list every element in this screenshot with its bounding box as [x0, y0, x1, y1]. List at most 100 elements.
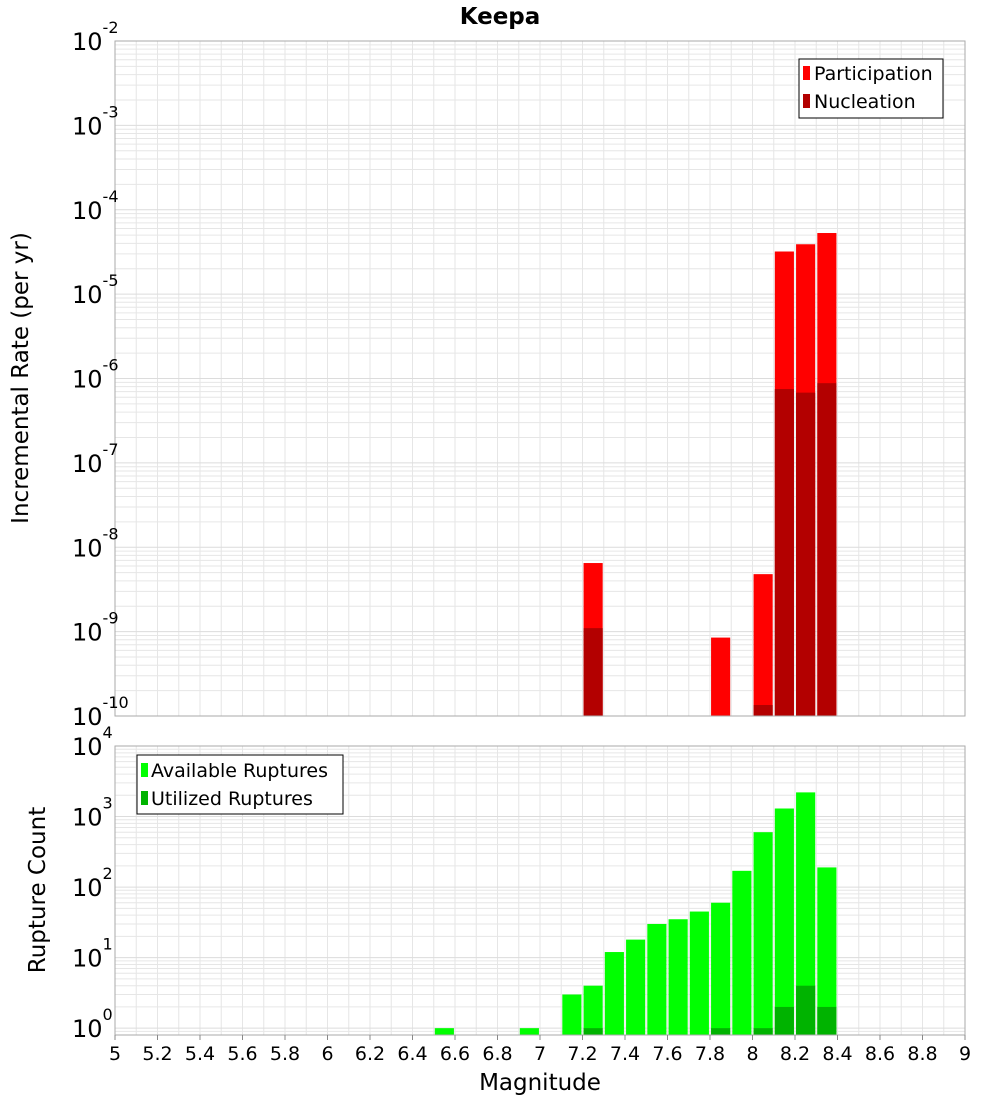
bar-available — [753, 832, 773, 1035]
bar-nucleation — [753, 705, 773, 716]
bar-available — [689, 911, 709, 1035]
y-tick-label: 102 — [72, 864, 113, 902]
bar-available — [562, 994, 582, 1035]
y-tick-base: 10 — [72, 1015, 103, 1043]
y-tick-base: 10 — [72, 534, 103, 562]
x-tick-label: 5 — [109, 1043, 121, 1065]
bar-utilized — [583, 1028, 603, 1035]
bar-nucleation — [796, 392, 816, 716]
bar-utilized — [753, 1028, 773, 1035]
rate-legend: Participation Nucleation — [798, 58, 944, 119]
chart-title: Keepa — [460, 4, 541, 30]
x-tick-label: 7.4 — [610, 1043, 640, 1065]
y-tick-exponent: -10 — [103, 693, 129, 712]
x-tick-label: 6.2 — [355, 1043, 385, 1065]
bar-available — [796, 792, 816, 1035]
x-tick-label: 8.2 — [780, 1043, 810, 1065]
x-tick-label: 9 — [959, 1043, 971, 1065]
y-tick-exponent: -2 — [103, 18, 119, 37]
y-tick-base: 10 — [72, 112, 103, 140]
bar-nucleation — [817, 383, 837, 716]
y-tick-exponent: 3 — [103, 794, 113, 813]
y-tick-base: 10 — [72, 281, 103, 309]
legend-swatch-participation — [803, 66, 810, 80]
x-tick-label: 5.6 — [227, 1043, 257, 1065]
bar-available — [434, 1028, 454, 1035]
y-tick-exponent: -5 — [103, 271, 119, 290]
legend-label-nucleation: Nucleation — [814, 91, 916, 113]
x-axis-label: Magnitude — [479, 1070, 601, 1096]
legend-label-utilized: Utilized Ruptures — [151, 788, 313, 810]
rate-plot-frame — [114, 40, 966, 717]
y-tick-label: 104 — [72, 723, 113, 761]
legend-label-available: Available Ruptures — [151, 760, 328, 782]
count-legend: Available Ruptures Utilized Ruptures — [136, 754, 344, 815]
x-tick-label: 5.4 — [185, 1043, 215, 1065]
bar-participation — [753, 574, 773, 716]
y-tick-label: 10-5 — [72, 271, 119, 309]
y-tick-label: 10-2 — [72, 18, 119, 56]
legend-swatch-nucleation — [803, 94, 810, 108]
x-tick-label: 8.8 — [907, 1043, 937, 1065]
y-tick-label: 103 — [72, 794, 113, 832]
rate-legend-box — [798, 58, 944, 119]
x-tick-label: 6.4 — [397, 1043, 427, 1065]
legend-swatch-available — [141, 763, 148, 777]
y-tick-exponent: -6 — [103, 356, 119, 375]
y-tick-exponent: -3 — [103, 102, 119, 121]
rate-bars — [583, 233, 837, 717]
y-tick-label: 10-6 — [72, 356, 119, 394]
x-tick-label: 6.8 — [482, 1043, 512, 1065]
rate-grid — [114, 40, 966, 717]
y-tick-base: 10 — [72, 450, 103, 478]
bar-available — [817, 867, 837, 1035]
y-tick-exponent: -8 — [103, 524, 119, 543]
y-tick-base: 10 — [72, 28, 103, 56]
y-tick-label: 10-10 — [72, 693, 129, 731]
x-tick-label: 7.6 — [652, 1043, 682, 1065]
y-tick-label: 10-9 — [72, 609, 119, 647]
bar-utilized — [796, 985, 816, 1035]
y-tick-exponent: 2 — [103, 864, 113, 883]
x-tick-label: 5.8 — [270, 1043, 300, 1065]
count-legend-box — [136, 754, 344, 815]
bar-nucleation — [583, 628, 603, 716]
y-tick-label: 10-3 — [72, 102, 119, 140]
x-tick-label: 8.6 — [865, 1043, 895, 1065]
x-tick-label: 8.4 — [822, 1043, 852, 1065]
x-tick-label: 7 — [534, 1043, 546, 1065]
x-tick-label: 6 — [321, 1043, 333, 1065]
y-tick-base: 10 — [72, 197, 103, 225]
y-tick-base: 10 — [72, 874, 103, 902]
y-tick-base: 10 — [72, 733, 103, 761]
bar-available — [604, 952, 624, 1035]
bar-available — [626, 939, 646, 1035]
x-tick-label: 8 — [746, 1043, 758, 1065]
bar-available — [519, 1028, 539, 1035]
bar-nucleation — [774, 389, 794, 716]
y-tick-label: 100 — [72, 1005, 113, 1043]
bar-utilized — [774, 1006, 794, 1035]
magnitude-x-ticks: 5 5.2 5.4 5.6 5.8 6 6.2 6.4 6.6 6.8 7 7.2 7.4 7.6 7.8 8… — [109, 1035, 971, 1065]
y-tick-exponent: 4 — [103, 723, 113, 742]
y-tick-exponent: -7 — [103, 440, 119, 459]
bar-participation — [711, 637, 731, 716]
bar-available — [774, 808, 794, 1035]
x-tick-label: 7.8 — [695, 1043, 725, 1065]
y-tick-base: 10 — [72, 703, 103, 731]
bar-utilized — [817, 1006, 837, 1035]
bar-available — [583, 985, 603, 1035]
y-tick-label: 10-7 — [72, 440, 119, 478]
bar-available — [647, 923, 667, 1035]
x-tick-label: 7.2 — [567, 1043, 597, 1065]
count-y-axis-label: Rupture Count — [25, 807, 51, 973]
y-tick-base: 10 — [72, 619, 103, 647]
x-tick-label: 5.2 — [142, 1043, 172, 1065]
legend-swatch-utilized — [141, 791, 148, 805]
legend-label-participation: Participation — [814, 63, 933, 85]
